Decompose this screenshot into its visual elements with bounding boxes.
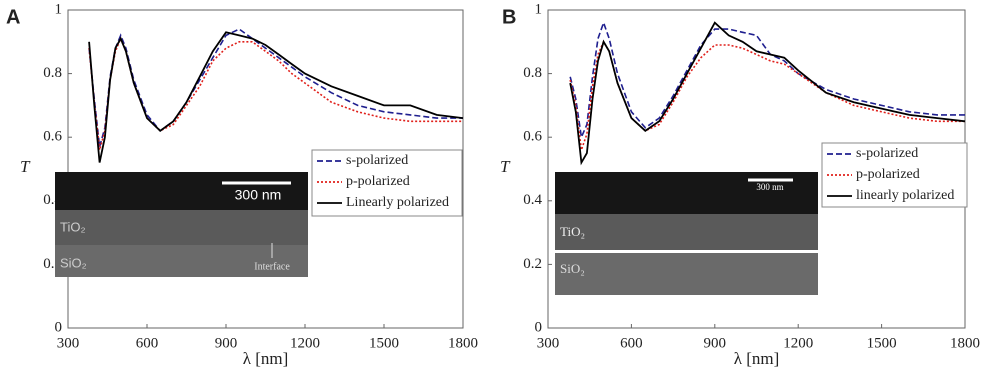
y-tick-label: 0.2 [523,256,542,272]
x-tick-label: 1200 [783,335,813,351]
y-tick-label: 0.8 [523,65,542,81]
legend-label: s-polarized [346,153,408,168]
inset-band [555,253,818,295]
x-tick-label: 1200 [290,335,320,351]
inset-annotation: TiO₂ [560,224,585,239]
y-tick-label: 1 [535,1,543,17]
legend-label: p-polarized [346,174,410,189]
legend-label: Linearly polarized [346,195,449,210]
x-tick-label: 300 [537,335,560,351]
series-line [569,40,965,151]
legend-label: linearly polarized [856,188,954,203]
x-tick-label: 1800 [448,335,478,351]
panel-label: B [502,6,516,28]
inset-annotation: 300 nm [235,187,282,203]
inset-annotation: Interface [254,261,290,272]
x-tick-label: 1800 [950,335,980,351]
inset-band [55,245,308,277]
y-tick-label: 0.6 [43,129,62,145]
inset-band [555,214,818,250]
inset-band [55,172,308,210]
legend-label: p-polarized [856,167,920,182]
x-tick-label: 1500 [867,335,897,351]
series-line [88,28,463,147]
x-tick-label: 900 [704,335,727,351]
series-line [569,20,965,141]
y-tick-label: 0 [535,319,543,335]
y-axis-label: T [20,157,31,176]
series-line [88,31,464,163]
series-line [569,21,966,166]
y-tick-label: 0.4 [523,192,542,208]
inset-annotation: SiO₂ [60,255,87,270]
inset-annotation: TiO₂ [60,219,86,234]
inset-annotation: 300 nm [756,182,783,192]
y-tick-label: 0.8 [43,65,62,81]
x-tick-label: 900 [215,335,238,351]
y-tick-label: 0.6 [523,129,542,145]
x-tick-label: 600 [136,335,159,351]
x-axis-label: λ [nm] [243,349,289,368]
panel-label: A [6,6,20,28]
y-tick-label: 1 [55,1,63,17]
x-tick-label: 600 [620,335,643,351]
y-axis-label: T [500,157,511,176]
inset-band [55,210,308,245]
plot-frame [67,9,464,329]
x-axis-label: λ [nm] [734,349,780,368]
x-tick-label: 300 [57,335,80,351]
x-tick-label: 1500 [369,335,399,351]
series-line [88,36,463,151]
y-tick-label: 0 [55,319,63,335]
legend-label: s-polarized [856,146,918,161]
inset-band [555,172,818,214]
inset-annotation: SiO₂ [560,261,585,276]
